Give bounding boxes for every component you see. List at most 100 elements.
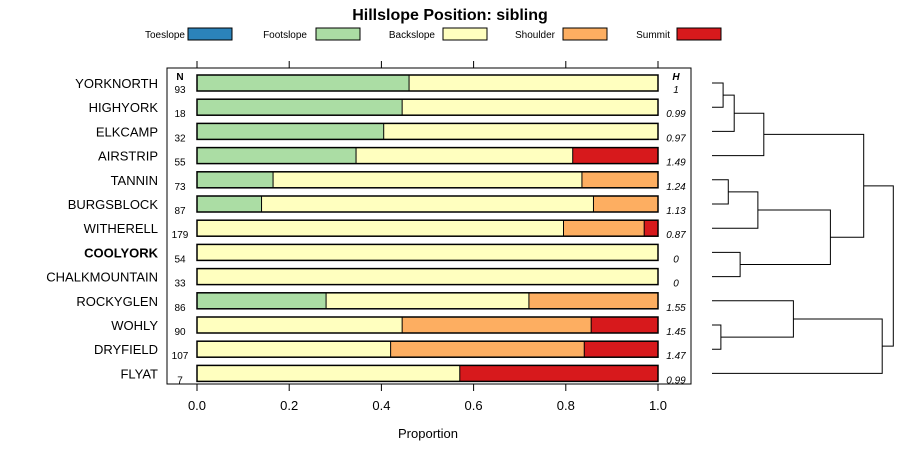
bar-tannin-shoulder xyxy=(581,171,658,188)
bar-outline-yorknorth xyxy=(196,74,659,92)
legend-swatch-backslope xyxy=(442,27,488,41)
row-label-tannin: TANNIN xyxy=(111,173,158,188)
h-column-header: H xyxy=(672,72,680,83)
bar-tannin-footslope xyxy=(197,171,274,188)
bar-flyat-summit xyxy=(459,365,658,382)
bar-rockyglen-shoulder xyxy=(528,292,658,309)
n-value-rockyglen: 86 xyxy=(174,303,186,314)
h-value-elkcamp: 0.97 xyxy=(666,133,686,144)
legend-swatch-shoulder xyxy=(562,27,608,41)
dendrogram xyxy=(712,82,894,374)
row-label-coolyork: COOLYORK xyxy=(84,245,159,260)
bar-outline-elkcamp xyxy=(196,122,659,141)
row-label-dryfield: DRYFIELD xyxy=(94,342,158,357)
bar-dryfield-summit xyxy=(584,341,658,358)
h-value-rockyglen: 1.55 xyxy=(666,303,686,314)
bar-dryfield-shoulder xyxy=(390,341,585,358)
legend-label-toeslope: Toeslope xyxy=(145,30,185,41)
dendrogram-link xyxy=(712,300,794,338)
h-value-yorknorth: 1 xyxy=(673,85,679,96)
bar-outline-tannin xyxy=(196,171,659,189)
bar-rows: YORKNORTH 93 1 HIGHYORK 18 0.99 ELKCAMP 32 0.97 A… xyxy=(46,74,686,386)
h-value-witherell: 0.87 xyxy=(666,230,686,241)
bar-wohly-backslope xyxy=(197,317,403,333)
bar-outline-highyork xyxy=(196,98,659,116)
dendrogram-link xyxy=(712,179,729,205)
bar-rockyglen-footslope xyxy=(197,292,327,309)
bar-witherell-shoulder xyxy=(563,220,645,237)
bar-airstrip-summit xyxy=(572,147,658,164)
bar-outline-airstrip xyxy=(196,146,659,165)
x-tick-label: 0.2 xyxy=(280,398,298,413)
x-tick-label: 1.0 xyxy=(649,398,667,413)
bar-yorknorth-footslope xyxy=(197,75,410,91)
dendrogram-link xyxy=(740,209,831,265)
n-value-burgsblock: 87 xyxy=(174,206,186,217)
dendrogram-link xyxy=(712,251,741,278)
bar-elkcamp-footslope xyxy=(197,123,384,140)
row-label-witherell: WITHERELL xyxy=(84,221,158,236)
bar-outline-dryfield xyxy=(196,340,659,358)
bar-outline-coolyork xyxy=(196,243,659,262)
n-value-airstrip: 55 xyxy=(174,158,186,169)
row-label-yorknorth: YORKNORTH xyxy=(75,76,158,91)
bar-outline-flyat xyxy=(196,364,659,383)
dendrogram-link xyxy=(863,185,894,347)
bar-outline-rockyglen xyxy=(196,292,659,310)
bar-airstrip-backslope xyxy=(356,147,573,164)
row-label-elkcamp: ELKCAMP xyxy=(96,124,158,139)
dendrogram-link xyxy=(712,112,765,157)
bar-wohly-summit xyxy=(591,317,658,333)
n-value-dryfield: 107 xyxy=(172,351,189,362)
x-axis-title: Proportion xyxy=(398,426,458,441)
bar-burgsblock-shoulder xyxy=(593,196,658,212)
row-label-rockyglen: ROCKYGLEN xyxy=(76,294,158,309)
n-value-highyork: 18 xyxy=(174,109,186,120)
h-value-burgsblock: 1.13 xyxy=(666,206,686,217)
x-tick-label: 0.6 xyxy=(465,398,483,413)
legend-swatch-footslope xyxy=(315,27,361,41)
n-value-tannin: 73 xyxy=(174,182,186,193)
chart-title: Hillslope Position: sibling xyxy=(352,7,548,24)
dendrogram-link xyxy=(763,133,865,238)
bar-burgsblock-backslope xyxy=(261,196,594,212)
bar-outline-chalkmountain xyxy=(196,267,659,286)
x-tick-label: 0.0 xyxy=(188,398,206,413)
bar-highyork-backslope xyxy=(402,99,658,116)
legend-swatch-summit xyxy=(676,27,722,41)
bar-elkcamp-backslope xyxy=(383,123,658,140)
bar-flyat-backslope xyxy=(197,365,460,382)
h-value-airstrip: 1.49 xyxy=(666,158,686,169)
legend-label-summit: Summit xyxy=(636,30,670,41)
bar-chalkmountain-backslope xyxy=(197,268,658,285)
h-value-flyat: 0.99 xyxy=(666,375,686,386)
h-value-highyork: 0.99 xyxy=(666,109,686,120)
h-value-wohly: 1.45 xyxy=(666,327,686,338)
bar-witherell-backslope xyxy=(197,220,564,237)
n-column-header: N xyxy=(176,72,183,83)
h-value-tannin: 1.24 xyxy=(666,182,686,193)
x-axis: 0.0 0.2 0.4 0.6 0.8 1.0 xyxy=(188,61,667,413)
row-label-chalkmountain: CHALKMOUNTAIN xyxy=(46,270,158,285)
bar-outline-burgsblock xyxy=(196,195,659,213)
legend-swatch-toeslope xyxy=(187,27,233,41)
h-value-dryfield: 1.47 xyxy=(666,351,686,362)
dendrogram-link xyxy=(712,324,722,350)
n-value-flyat: 7 xyxy=(177,375,183,386)
legend-label-footslope: Footslope xyxy=(263,30,307,41)
bar-wohly-shoulder xyxy=(402,317,592,333)
n-value-elkcamp: 32 xyxy=(174,133,186,144)
bar-outline-witherell xyxy=(196,219,659,237)
bar-rockyglen-backslope xyxy=(326,292,529,309)
n-value-coolyork: 54 xyxy=(174,254,186,265)
bar-outline-wohly xyxy=(196,316,659,334)
dendrogram-link xyxy=(712,82,724,108)
x-tick-label: 0.4 xyxy=(372,398,390,413)
bar-witherell-summit xyxy=(644,220,658,237)
dendrogram-link xyxy=(712,318,883,374)
bar-yorknorth-backslope xyxy=(409,75,658,91)
bar-airstrip-footslope xyxy=(197,147,357,164)
h-value-coolyork: 0 xyxy=(673,254,679,265)
n-value-yorknorth: 93 xyxy=(174,85,186,96)
